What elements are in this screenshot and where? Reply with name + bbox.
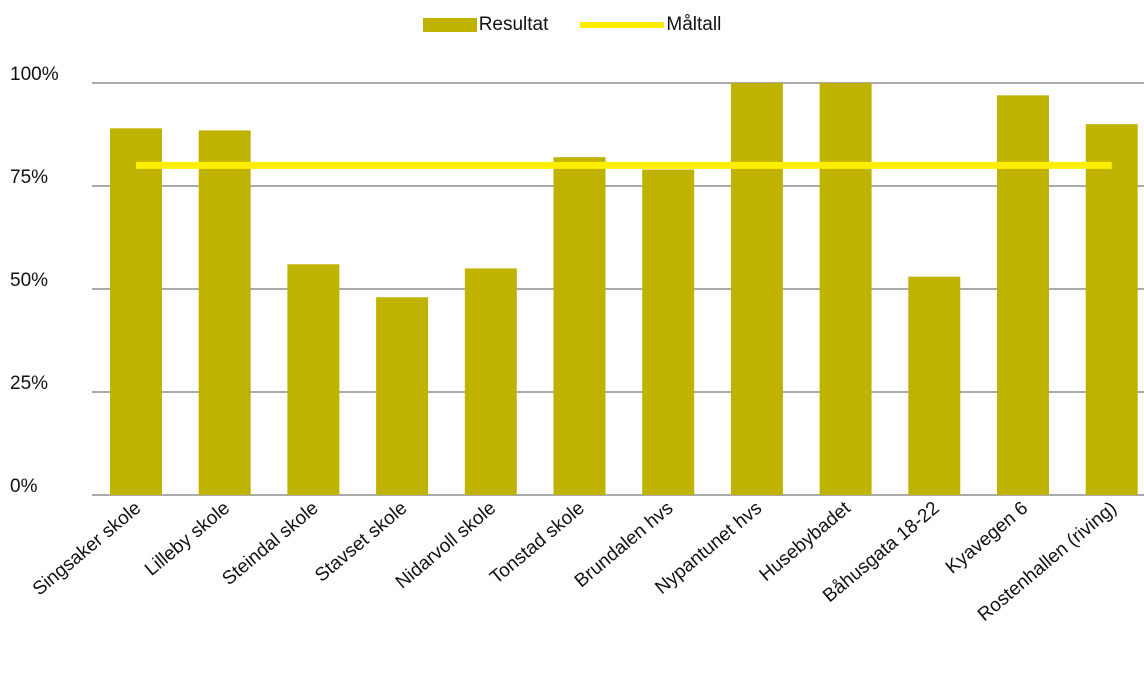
legend-swatch-maltall bbox=[580, 22, 665, 28]
bar-6 bbox=[553, 157, 606, 495]
bar-1 bbox=[110, 128, 162, 495]
y-tick-label: 100% bbox=[10, 64, 59, 85]
bar-10 bbox=[908, 276, 961, 495]
bar-7 bbox=[642, 169, 695, 495]
y-tick-label: 50% bbox=[10, 270, 48, 291]
bar-11 bbox=[997, 95, 1049, 496]
legend-label-maltall: Måltall bbox=[666, 14, 722, 35]
legend-label-resultat: Resultat bbox=[478, 14, 549, 35]
bar-8 bbox=[730, 83, 783, 495]
y-tick-label: 25% bbox=[10, 373, 48, 394]
x-tick-label: Kyavegen 6 bbox=[942, 498, 1032, 579]
legend: Resultat Måltall bbox=[0, 14, 1144, 36]
y-tick-label: 75% bbox=[10, 167, 48, 188]
x-tick-label: Lilleby skole bbox=[141, 498, 234, 581]
x-tick-label: Singsaker skole bbox=[29, 498, 145, 600]
y-tick-label: 0% bbox=[10, 476, 38, 497]
x-tick-label: Steindal skole bbox=[218, 498, 322, 590]
bar-3 bbox=[287, 264, 340, 495]
bar-12 bbox=[1085, 124, 1138, 495]
bar-2 bbox=[198, 130, 251, 495]
bar-4 bbox=[376, 297, 429, 495]
bar-9 bbox=[819, 83, 872, 495]
legend-swatch-resultat bbox=[422, 18, 477, 32]
legend-item-resultat: Resultat bbox=[422, 14, 549, 36]
bar-5 bbox=[464, 268, 517, 495]
legend-item-maltall: Måltall bbox=[580, 14, 721, 36]
